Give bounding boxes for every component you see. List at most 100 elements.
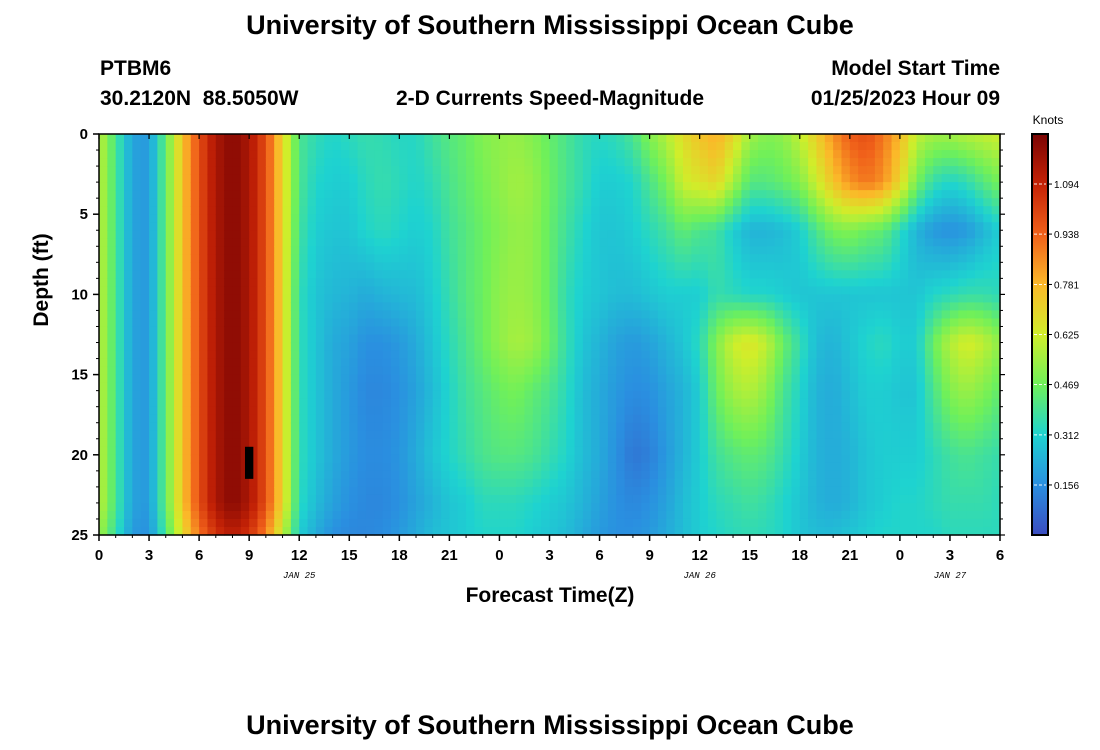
heatmap-cell [607, 198, 617, 207]
heatmap-cell [174, 206, 184, 215]
heatmap-cell [174, 486, 184, 496]
heatmap-cell [232, 486, 242, 496]
heatmap-cell [390, 438, 400, 448]
heatmap-cell [883, 510, 893, 520]
heatmap-cell [741, 478, 751, 488]
heatmap-cell [190, 270, 200, 279]
heatmap-cell [724, 342, 734, 352]
heatmap-cell [274, 198, 284, 207]
heatmap-cell [733, 462, 742, 472]
heatmap-cell [365, 486, 375, 496]
heatmap-cell [407, 286, 417, 295]
heatmap-cell [499, 462, 509, 472]
heatmap-cell [682, 214, 692, 223]
heatmap-cell [149, 270, 158, 279]
heatmap-cell [516, 478, 526, 488]
heatmap-cell [491, 358, 501, 368]
heatmap-cell [783, 214, 793, 223]
heatmap-cell [132, 406, 142, 416]
heatmap-cell [799, 470, 809, 480]
heatmap-cell [365, 518, 375, 528]
heatmap-cell [390, 526, 400, 536]
heatmap-cell [849, 302, 859, 312]
heatmap-cell [257, 470, 267, 480]
heatmap-cell [349, 358, 359, 368]
heatmap-cell [357, 334, 367, 344]
heatmap-cell [924, 390, 934, 400]
heatmap-cell [457, 510, 467, 520]
heatmap-cell [290, 142, 300, 151]
heatmap-cell [416, 254, 425, 263]
heatmap-cell [441, 198, 450, 207]
heatmap-cell [290, 358, 300, 368]
heatmap-cell [924, 262, 934, 271]
heatmap-cell [499, 406, 509, 416]
heatmap-cell [215, 214, 225, 223]
heatmap-cell [349, 406, 359, 416]
heatmap-cell [624, 414, 634, 424]
heatmap-cell [724, 446, 734, 456]
heatmap-cell [541, 134, 551, 143]
heatmap-cell [682, 190, 692, 199]
heatmap-cell [616, 366, 626, 376]
heatmap-cell [908, 382, 918, 392]
heatmap-cell [666, 494, 676, 504]
heatmap-cell [616, 230, 626, 239]
heatmap-cell [357, 486, 367, 496]
heatmap-cell [924, 198, 934, 207]
heatmap-cell [449, 166, 459, 175]
heatmap-cell [808, 230, 818, 239]
heatmap-cell [666, 438, 676, 448]
heatmap-cell [115, 246, 125, 255]
heatmap-cell [416, 446, 425, 456]
heatmap-cell [149, 526, 158, 536]
heatmap-cell [215, 150, 225, 159]
heatmap-cell [607, 262, 617, 271]
heatmap-cell [365, 174, 375, 183]
heatmap-cell [682, 478, 692, 488]
heatmap-cell [808, 366, 818, 376]
heatmap-cell [240, 414, 250, 424]
heatmap-cell [916, 398, 926, 408]
heatmap-cell [758, 238, 767, 247]
heatmap-cell [332, 238, 342, 247]
heatmap-cell [724, 286, 734, 295]
heatmap-cell [432, 334, 442, 344]
heatmap-cell [849, 398, 859, 408]
heatmap-cell [416, 438, 425, 448]
heatmap-cell [257, 230, 267, 239]
heatmap-cell [224, 286, 234, 295]
heatmap-cell [774, 454, 784, 464]
heatmap-cell [574, 206, 584, 215]
heatmap-cell [574, 310, 584, 320]
heatmap-cell [541, 350, 551, 360]
heatmap-cell [416, 206, 425, 215]
heatmap-cell [265, 518, 275, 528]
heatmap-cell [607, 454, 617, 464]
heatmap-cell [232, 134, 242, 143]
heatmap-cell [207, 174, 217, 183]
heatmap-cell [616, 270, 626, 279]
heatmap-cell [549, 350, 559, 360]
heatmap-cell [758, 494, 767, 504]
heatmap-cell [516, 374, 526, 384]
heatmap-cell [899, 270, 909, 279]
heatmap-cell [282, 270, 292, 279]
heatmap-cell [657, 222, 667, 231]
heatmap-cell [899, 182, 909, 191]
heatmap-cell [482, 438, 492, 448]
heatmap-cell [332, 310, 342, 320]
heatmap-cell [349, 374, 359, 384]
heatmap-cell [165, 142, 175, 151]
heatmap-cell [190, 366, 200, 376]
heatmap-cell [482, 230, 492, 239]
heatmap-cell [482, 374, 492, 384]
heatmap-cell [190, 470, 200, 480]
heatmap-cell [916, 446, 926, 456]
heatmap-cell [891, 302, 901, 312]
heatmap-cell [441, 142, 450, 151]
heatmap-cell [324, 166, 334, 175]
heatmap-cell [874, 230, 884, 239]
heatmap-cell [149, 358, 158, 368]
heatmap-cell [699, 206, 709, 215]
